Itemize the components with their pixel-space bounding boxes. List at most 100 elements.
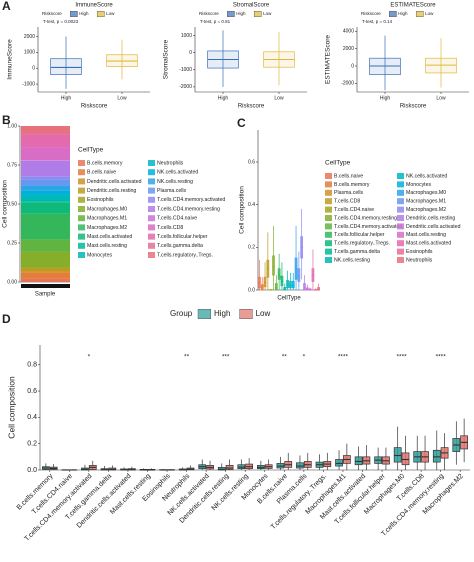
legend-label: T.cells.CD8	[157, 225, 183, 231]
legend-label: High	[214, 309, 230, 318]
legend-title: Riskscore	[199, 11, 219, 16]
y-tick-label: 1000	[181, 33, 192, 39]
bar-segment	[21, 251, 70, 268]
legend-swatch	[397, 198, 404, 205]
legend-swatch	[397, 240, 404, 247]
legend-swatch	[253, 11, 262, 17]
panel-label: C	[237, 116, 246, 130]
legend-label: T.cells.regulatory..Tregs.	[334, 241, 390, 247]
y-axis-label: StromalScore	[163, 39, 170, 79]
significance: ****	[338, 354, 349, 361]
bar-segment	[21, 160, 70, 177]
legend-label: Eosinophils	[406, 249, 433, 255]
legend-label: High	[236, 11, 246, 16]
bar-segment	[21, 133, 70, 135]
legend-label: B.cells.memory	[334, 182, 370, 188]
legend-title: Riskscore	[361, 11, 381, 16]
chart-title: ImmuneScore	[75, 3, 113, 9]
box	[272, 255, 275, 276]
y-tick-label: 0.4	[248, 202, 255, 208]
legend-label: Neutrophils	[406, 257, 433, 263]
legend-swatch	[148, 252, 155, 258]
legend-swatch	[397, 181, 404, 188]
legend-swatch	[415, 11, 424, 17]
bar-segment	[21, 201, 70, 203]
y-axis-label: ESTIMATEScore	[325, 35, 332, 84]
sample-strip	[21, 284, 70, 288]
legend-swatch	[148, 169, 155, 176]
box	[432, 449, 441, 463]
legend-label: Low	[106, 11, 115, 16]
legend-swatch	[325, 173, 332, 179]
y-tick-label: 0	[32, 66, 35, 72]
panel-label: B	[2, 113, 11, 127]
legend-label: Macrophages.M2	[406, 207, 446, 213]
legend-swatch	[397, 223, 404, 230]
y-tick-label: 0.25	[7, 240, 17, 246]
bar-segment	[21, 213, 70, 240]
y-axis-label: Cell composition	[2, 180, 9, 228]
y-tick-label: 0	[189, 50, 192, 56]
legend-label: Plasma.cells	[334, 190, 364, 196]
legend-swatch	[325, 189, 332, 196]
annotation: T-test, p = 0.0023	[43, 19, 79, 24]
significance: *	[88, 354, 91, 361]
legend-label: Dendritic.cells.activated	[406, 224, 461, 230]
significance: ***	[222, 354, 230, 361]
box	[297, 268, 301, 282]
legend-label: High	[79, 11, 89, 16]
legend-title: CellType	[325, 160, 351, 167]
x-axis-label: Riskscore	[81, 104, 108, 110]
y-axis-label: Cell composition	[239, 186, 246, 234]
legend-label: Mast.cells.activated	[87, 234, 132, 240]
legend-swatch	[148, 196, 155, 203]
box	[335, 459, 343, 467]
legend-label: Mast.cells.resting	[406, 232, 446, 238]
box	[277, 268, 281, 280]
legend-label: Macrophages.M1	[87, 216, 127, 222]
legend-label: NK.cells.activated	[406, 173, 447, 179]
legend-swatch	[239, 309, 253, 320]
significance: ****	[436, 354, 447, 361]
bar-segment	[21, 190, 70, 195]
legend-swatch	[325, 257, 332, 263]
legend-title: Group	[170, 309, 193, 318]
legend-swatch	[78, 215, 85, 222]
legend-swatch	[78, 224, 85, 231]
box	[393, 447, 402, 463]
legend-label: Low	[263, 11, 272, 16]
box	[354, 456, 363, 466]
y-tick-label: 0	[351, 63, 354, 69]
y-tick-label: 1.00	[7, 123, 17, 129]
significance: *	[303, 354, 306, 361]
y-tick-label: 0.00	[7, 279, 17, 285]
legend-label: Dendritic.cells.resting	[87, 188, 136, 194]
legend-label: T.cells.gamma.delta	[157, 243, 203, 249]
legend-swatch	[78, 242, 85, 249]
legend-label: B.cells.naive	[334, 173, 363, 179]
x-axis-label: Riskscore	[400, 104, 427, 110]
y-tick-label: -1000	[22, 81, 35, 87]
legend-label: Eosinophils	[87, 197, 114, 203]
bar-segment	[21, 278, 70, 282]
legend-swatch	[397, 248, 404, 255]
x-axis-label: CellType	[277, 296, 301, 302]
legend-swatch	[148, 206, 155, 212]
legend-swatch	[227, 11, 235, 17]
legend-swatch	[148, 242, 155, 249]
legend-swatch	[397, 189, 404, 196]
legend-label: T.cells.follicular.helper	[334, 232, 385, 238]
y-axis-label: ImmuneScore	[7, 39, 14, 80]
legend-swatch	[78, 178, 85, 185]
legend-swatch	[325, 215, 332, 221]
panel-label: D	[2, 312, 11, 326]
legend-swatch	[78, 206, 85, 212]
y-tick-label: 0.6	[248, 159, 255, 165]
bar-segment	[21, 126, 70, 134]
bar-segment	[21, 196, 70, 202]
legend-label: Mast.cells.activated	[406, 241, 451, 247]
legend-label: NK.cells.resting	[157, 179, 193, 185]
legend-swatch	[325, 206, 332, 213]
y-tick-label: -2000	[179, 84, 192, 90]
